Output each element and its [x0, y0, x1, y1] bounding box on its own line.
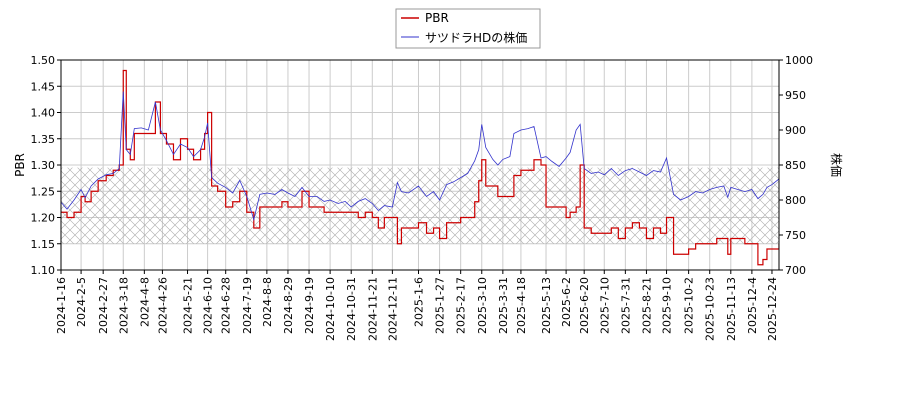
right-tick-label: 750: [785, 229, 806, 242]
stock-price-line: [61, 91, 779, 222]
x-tick-label: 2025-10-2: [683, 277, 696, 334]
x-tick-label: 2025-1-6: [412, 277, 425, 327]
x-tick-label: 2024-12-11: [386, 277, 399, 341]
x-axis-ticks: 2024-1-16 2024-2-5 2024-2-27 2024-3-18 2024-…: [55, 270, 779, 341]
left-axis-ticks: 1.10 1.15 1.20 1.25 1.30 1.35 1.40 1.45 1.50: [31, 54, 61, 277]
x-tick-label: 2025-8-21: [640, 277, 653, 334]
x-tick-label: 2025-5-13: [540, 277, 553, 334]
x-tick-label: 2024-4-26: [156, 277, 169, 334]
left-tick-label: 1.45: [31, 80, 56, 93]
x-tick-label: 2025-3-31: [497, 277, 510, 334]
left-tick-label: 1.20: [31, 212, 56, 225]
x-tick-label: 2025-3-10: [476, 277, 489, 334]
x-tick-label: 2025-9-10: [661, 277, 674, 334]
left-axis-label: PBR: [13, 153, 27, 177]
x-tick-label: 2025-7-31: [619, 277, 632, 334]
left-tick-label: 1.30: [31, 159, 56, 172]
right-tick-label: 700: [785, 264, 806, 277]
legend-label-pbr: PBR: [425, 11, 449, 25]
x-tick-label: 2024-6-28: [220, 277, 233, 334]
x-tick-label: 2024-7-19: [241, 277, 254, 334]
x-tick-label: 2024-6-10: [202, 277, 215, 334]
x-tick-label: 2025-1-27: [434, 277, 447, 334]
x-tick-label: 2024-5-21: [182, 277, 195, 334]
x-tick-label: 2024-11-21: [366, 277, 379, 341]
right-tick-label: 1000: [785, 54, 813, 67]
left-tick-label: 1.40: [31, 107, 56, 120]
x-tick-label: 2024-10-10: [324, 277, 337, 341]
x-tick-label: 2025-11-13: [725, 277, 738, 341]
x-tick-label: 2024-8-8: [261, 277, 274, 327]
x-tick-label: 2025-10-23: [704, 277, 717, 341]
x-tick-label: 2024-8-29: [282, 277, 295, 334]
x-tick-label: 2024-4-8: [138, 277, 151, 327]
x-tick-label: 2025-6-20: [578, 277, 591, 334]
x-tick-label: 2025-6-2: [560, 277, 573, 327]
left-tick-label: 1.50: [31, 54, 56, 67]
left-tick-label: 1.15: [31, 238, 56, 251]
x-tick-label: 2025-12-4: [746, 277, 759, 334]
left-tick-label: 1.25: [31, 185, 56, 198]
x-tick-label: 2024-1-16: [55, 277, 68, 334]
x-tick-label: 2024-2-27: [97, 277, 110, 334]
legend-label-stock: サツドラHDの株価: [425, 30, 527, 45]
legend: PBR サツドラHDの株価: [395, 8, 541, 49]
right-tick-label: 950: [785, 89, 806, 102]
right-tick-label: 900: [785, 124, 806, 137]
pbr-line: [61, 69, 779, 266]
x-tick-label: 2024-10-31: [345, 277, 358, 341]
x-tick-label: 2025-2-17: [455, 277, 468, 334]
x-tick-label: 2025-4-18: [515, 277, 528, 334]
series-layer: [61, 69, 779, 266]
x-tick-label: 2024-9-19: [303, 277, 316, 334]
x-tick-label: 2025-7-10: [598, 277, 611, 334]
x-tick-label: 2024-3-18: [117, 277, 130, 334]
right-tick-label: 850: [785, 159, 806, 172]
reference-band: [61, 167, 779, 244]
right-axis-ticks: 700 750 800 850 900 950 1000: [779, 54, 813, 277]
legend-box: [395, 8, 541, 49]
right-tick-label: 800: [785, 194, 806, 207]
left-tick-label: 1.35: [31, 133, 56, 146]
left-tick-label: 1.10: [31, 264, 56, 277]
x-tick-label: 2024-2-5: [75, 277, 88, 327]
x-tick-label: 2025-12-24: [766, 277, 779, 341]
right-axis-label: 株価: [829, 153, 844, 177]
